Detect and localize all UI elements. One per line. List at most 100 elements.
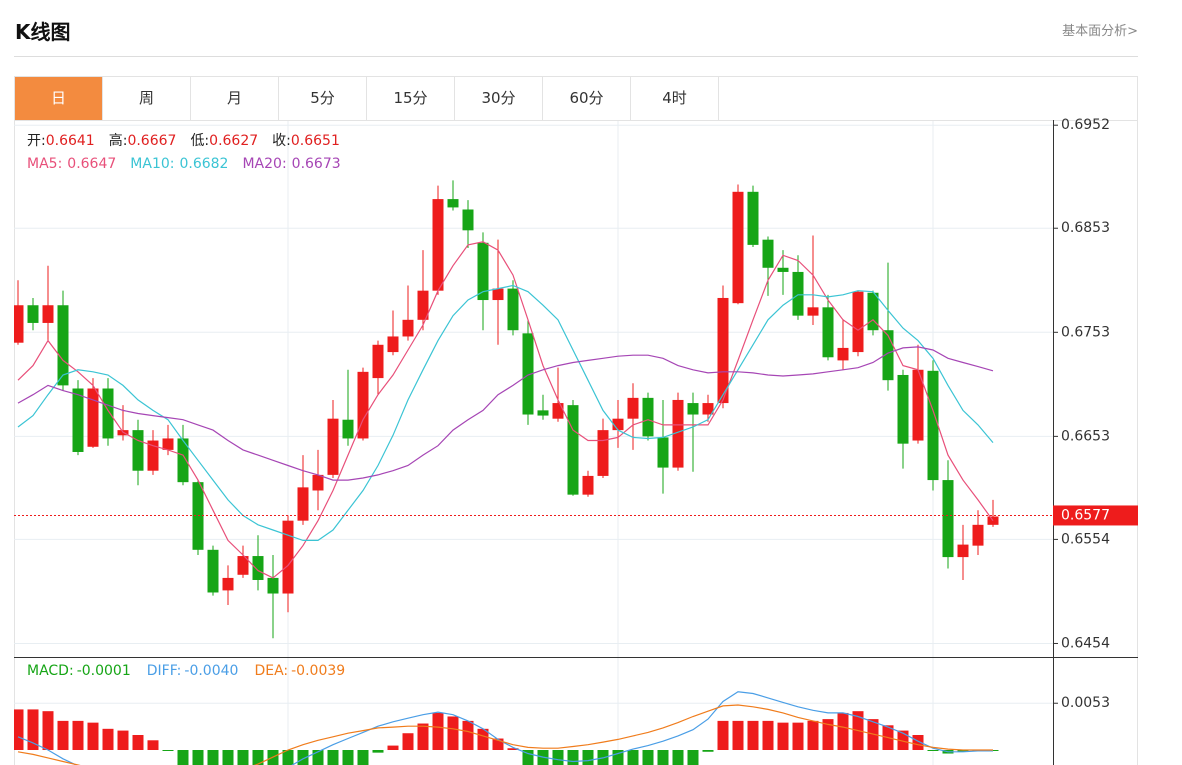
candle-body [762,239,774,268]
macd-bar [57,720,69,750]
macd-bar [102,728,114,750]
candle-body [777,267,789,272]
macd-bar [552,750,564,765]
candle-body [642,397,654,437]
candle-body [972,524,984,546]
period-tab[interactable]: 日 [15,77,103,120]
candle-body [747,191,759,245]
ma-line [17,284,994,541]
ma-line [17,241,994,579]
main-panel [14,124,1053,644]
candle-body [507,288,519,331]
period-tab[interactable]: 5分 [279,77,367,120]
candle-body [327,418,339,475]
candle-body [372,344,384,379]
candle-body [567,405,579,495]
macd-bar [237,750,249,765]
period-tab[interactable]: 4时 [631,77,719,120]
candle-body [267,577,279,594]
legend-value: 0.6673 [292,156,341,172]
macd-bar [477,728,489,750]
macd-bar [327,750,339,765]
candle-body [282,520,294,594]
candle-body [42,305,54,323]
candle-body [822,307,834,358]
macd-bar [417,723,429,750]
macd-bar [372,750,384,753]
macd-bar [432,712,444,750]
candle-body [942,480,954,558]
candle-body [177,438,189,483]
period-tab[interactable]: 30分 [455,77,543,120]
chart-border [14,120,1138,765]
macd-bar [957,750,969,752]
macd-bar [657,750,669,765]
y-tick-label: 0.0053 [1061,695,1110,711]
y-tick-label: 0.6853 [1061,220,1110,236]
macd-bar [777,722,789,750]
macd-bar [492,738,504,750]
candle-body [867,292,879,331]
macd-bar [117,730,129,750]
macd-bar [747,720,759,750]
macd-bar [567,750,579,765]
macd-bar [792,722,804,750]
macd-bar [642,750,654,765]
candle-body [14,305,24,343]
candle-body [882,330,894,381]
info-value: 0.6667 [127,133,176,149]
macd-bar [402,733,414,750]
info-label: 收: [272,133,291,149]
candle-body [657,437,669,468]
candle-body [492,288,504,301]
candle-body [717,297,729,404]
candle-body [417,290,429,320]
candle-body [57,305,69,386]
candle-body [537,410,549,416]
candle-body [912,369,924,441]
macd-bar [507,748,519,750]
macd-bar [42,711,54,750]
macd-bar [762,720,774,750]
macd-bar [582,750,594,765]
legend-value: 0.6647 [67,156,116,172]
legend-value: 0.6682 [179,156,228,172]
candle-body [957,544,969,558]
candle-body [402,319,414,337]
period-tab[interactable]: 15分 [367,77,455,120]
macd-bar [897,730,909,750]
macd-bar [87,722,99,750]
candle-body [927,370,939,481]
candle-body [357,371,369,439]
legend-value: -0.0039 [291,663,345,679]
candle-body [222,577,234,591]
macd-bar [837,712,849,750]
divider [14,56,1138,57]
macd-bar [192,750,204,765]
candle-body [627,397,639,419]
macd-bar [132,735,144,750]
candle-body [792,271,804,316]
period-tab[interactable]: 月 [191,77,279,120]
macd-bar [147,740,159,750]
period-tab[interactable]: 周 [103,77,191,120]
candle-body [447,199,459,208]
macd-line [17,704,993,765]
candle-body [102,388,114,439]
candle-body [597,430,609,476]
macd-bar [387,745,399,750]
legend-value: -0.0001 [77,663,131,679]
macd-bar [732,720,744,750]
candle-body [807,307,819,316]
legend-name: MA20: [242,156,286,172]
y-tick-label: 0.6753 [1061,324,1110,340]
candle-body [432,199,444,291]
macd-bar [14,709,24,750]
macd-bar [72,720,84,750]
page-title: K线图 [15,20,71,44]
fundamental-link[interactable]: 基本面分析> [1062,24,1138,39]
macd-bar [312,750,324,765]
period-tab[interactable]: 60分 [543,77,631,120]
candle-body [207,549,219,593]
